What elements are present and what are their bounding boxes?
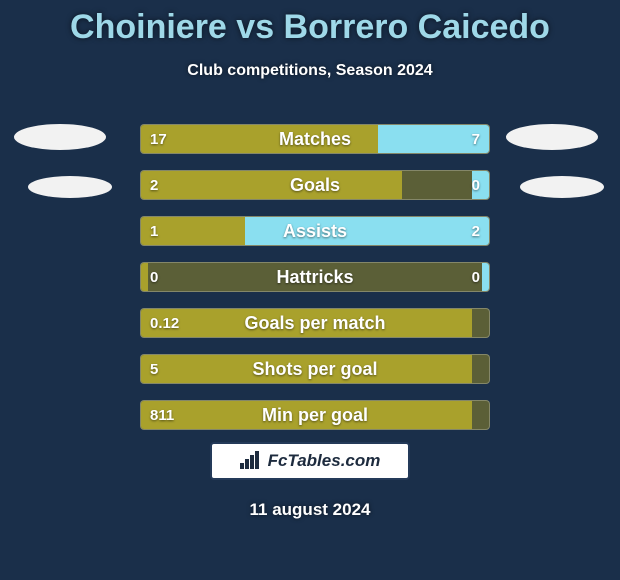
stat-bar-left — [141, 217, 245, 245]
stat-row: Matches177 — [140, 124, 490, 154]
stat-row: Goals per match0.12 — [140, 308, 490, 338]
stat-bar-bg — [140, 262, 490, 292]
date-text: 11 august 2024 — [0, 500, 620, 520]
stat-bar-right — [245, 217, 489, 245]
placeholder-ellipse — [506, 124, 598, 150]
stat-row: Min per goal811 — [140, 400, 490, 430]
stat-bar-bg — [140, 400, 490, 430]
placeholder-ellipse — [520, 176, 604, 198]
stat-bar-left — [141, 171, 402, 199]
stat-bar-bg — [140, 216, 490, 246]
logo-text: FcTables.com — [268, 451, 381, 471]
stat-row: Goals20 — [140, 170, 490, 200]
stat-bar-right — [378, 125, 489, 153]
stat-row: Hattricks00 — [140, 262, 490, 292]
stat-bar-right — [472, 171, 489, 199]
stat-row: Assists12 — [140, 216, 490, 246]
stat-bar-bg — [140, 308, 490, 338]
stat-bar-left — [141, 401, 472, 429]
stat-bar-bg — [140, 124, 490, 154]
page-title: Choiniere vs Borrero Caicedo — [0, 8, 620, 47]
stat-bar-left — [141, 309, 472, 337]
stat-bar-bg — [140, 170, 490, 200]
placeholder-ellipse — [28, 176, 112, 198]
page-subtitle: Club competitions, Season 2024 — [0, 62, 620, 80]
stat-row: Shots per goal5 — [140, 354, 490, 384]
stat-bar-left — [141, 263, 148, 291]
stat-bar-left — [141, 355, 472, 383]
placeholder-ellipse — [14, 124, 106, 150]
stat-bar-right — [482, 263, 489, 291]
logo-bars-icon — [240, 449, 262, 474]
stat-bar-left — [141, 125, 378, 153]
fctables-logo: FcTables.com — [210, 442, 410, 480]
stat-bar-bg — [140, 354, 490, 384]
